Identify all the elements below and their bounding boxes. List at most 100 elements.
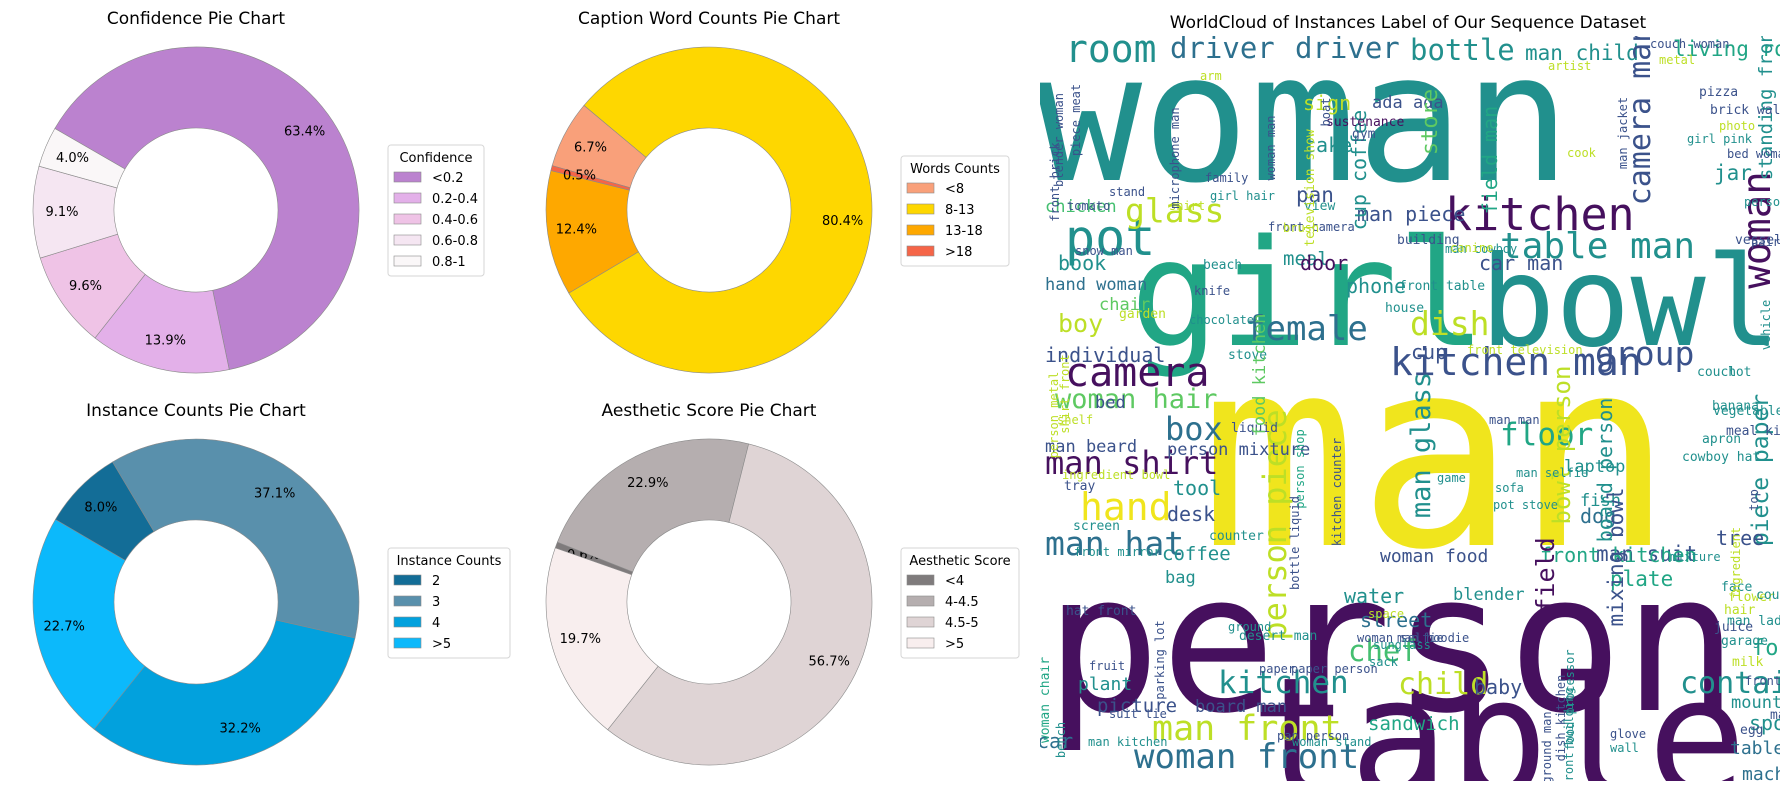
- wordcloud-word: man clad: [1770, 708, 1790, 723]
- legend-label: 4.5-5: [945, 616, 979, 631]
- wordcloud-word: machine: [1742, 764, 1790, 785]
- wordcloud-word: ingredient bowl: [1062, 468, 1170, 482]
- legend-swatch: [906, 224, 935, 236]
- pie-chart-title: Confidence Pie Chart: [107, 9, 286, 29]
- slice-percent-label: 12.4%: [556, 222, 597, 237]
- pie-chart-3: Instance Counts Pie Chart 8.0% 37.1% 32.2% 2…: [32, 401, 511, 766]
- wordcloud-word: pot stove: [1493, 498, 1558, 512]
- wordcloud-word: hand: [1080, 485, 1172, 529]
- wordcloud-word: canine: [1450, 241, 1493, 255]
- wordcloud-word: girl hair: [1210, 189, 1275, 203]
- wordcloud-word: pan person: [1277, 729, 1349, 743]
- wordcloud-word: stand: [1109, 185, 1145, 199]
- wordcloud-word: plate: [1610, 567, 1673, 591]
- wordcloud-word: food kitchen: [1250, 314, 1270, 437]
- legend-title: Words Counts: [910, 162, 1000, 177]
- legend-label: <8: [945, 182, 964, 197]
- wordcloud-word: jar: [1714, 161, 1752, 185]
- legend-label: >5: [432, 637, 451, 652]
- wordcloud-word: boat: [1319, 98, 1333, 127]
- wordcloud-word: cook: [1567, 146, 1597, 160]
- wordcloud-word: front brick: [1048, 141, 1062, 221]
- wordcloud-word: hand woman: [1045, 275, 1147, 295]
- wordcloud-word: couch: [1697, 365, 1736, 380]
- legend-swatch: [906, 595, 935, 607]
- wordcloud-word: woman chair: [1038, 657, 1053, 743]
- wordcloud-word: banana: [1712, 399, 1759, 414]
- wordcloud-word: book: [1058, 251, 1106, 275]
- legend-label: 0.8-1: [432, 255, 466, 270]
- wordcloud-word: shelf: [1057, 413, 1093, 427]
- wordcloud-word: parking lot: [1153, 620, 1167, 699]
- pie-chart-4: Aesthetic Score Pie Chart0.6%22.9%56.7%1…: [545, 401, 1020, 766]
- wordcloud-word: view: [1304, 199, 1335, 214]
- wordcloud-word: microphone man: [1168, 107, 1182, 208]
- wordcloud-word: man: [1200, 302, 1673, 607]
- wordcloud-title: WorldCloud of Instances Label of Our Seq…: [1170, 13, 1647, 33]
- slice-percent-label: 63.4%: [284, 125, 325, 140]
- wordcloud-word: couple: [1756, 588, 1790, 603]
- wordcloud-word: car man: [1479, 251, 1563, 275]
- wordcloud-word: vehicle: [1759, 300, 1773, 351]
- wordcloud-word: man piece: [1357, 202, 1465, 226]
- wordcloud-word: vegetable: [1713, 404, 1784, 419]
- wordcloud-word: building: [1397, 233, 1460, 248]
- wordcloud-word: food: [1752, 636, 1790, 661]
- wordcloud-word: liquid: [1231, 421, 1278, 436]
- wordcloud-word: board person: [1593, 398, 1617, 543]
- slice-percent-label: 19.7%: [560, 632, 601, 647]
- wordcloud-word: bowl person: [1548, 366, 1576, 525]
- wordcloud-word: shirt front: [1058, 354, 1072, 433]
- legend-swatch: [906, 203, 935, 215]
- wordcloud-word: artist: [1548, 59, 1591, 73]
- wordcloud-word: bottle liquid: [1288, 496, 1302, 590]
- wordcloud-word: front kitchen: [1540, 543, 1697, 567]
- wordcloud-word: person: [1045, 533, 1739, 756]
- legend-swatch: [393, 595, 422, 607]
- wordcloud-word: television show: [1303, 129, 1318, 247]
- pie-charts-group: Confidence Pie Chart 63.4% 13.9% 9.6% 9.1% 4.…: [32, 9, 1020, 766]
- wordcloud-word: ground: [1228, 620, 1271, 634]
- wordcloud-word: child: [1398, 667, 1488, 702]
- wordcloud-word: front table: [1399, 279, 1485, 294]
- wordcloud-word: field man: [1478, 106, 1502, 214]
- wordcloud-word: chocolate: [1189, 313, 1254, 327]
- slice-percent-label: 80.4%: [822, 214, 863, 229]
- pie-slice: [607, 443, 873, 766]
- wordcloud-word: background man: [1540, 711, 1554, 790]
- wordcloud-word: knife: [1194, 284, 1230, 298]
- wordcloud-word: man suit: [1596, 542, 1697, 566]
- legend-swatch: [393, 616, 422, 628]
- wordcloud-word: chef: [1348, 634, 1418, 668]
- wordcloud-word: table: [1250, 642, 1747, 790]
- wordcloud-word: water: [1344, 584, 1404, 608]
- wordcloud-word: bottle: [1410, 33, 1515, 67]
- slice-percent-label: 6.7%: [574, 140, 607, 155]
- wordcloud-word: kitchen counter: [1330, 438, 1344, 546]
- wordcloud-word: driver: [1170, 31, 1275, 65]
- pie-legend: Aesthetic Score <4 4-4.5 4.5-5 >5: [900, 547, 1020, 659]
- legend-swatch: [393, 171, 422, 183]
- wordcloud-word: stove: [1228, 348, 1267, 363]
- wordcloud-word: sustenance: [1326, 115, 1404, 130]
- wordcloud-word: man man: [1489, 413, 1540, 427]
- wordcloud-word: screen: [1073, 519, 1120, 534]
- wordcloud-word: pair: [1751, 235, 1780, 249]
- slice-percent-label: 22.7%: [44, 619, 85, 634]
- wordcloud-word: brick wall: [1710, 103, 1788, 118]
- wordcloud-word: food processor: [1563, 649, 1577, 750]
- wordcloud-word: car: [1037, 729, 1073, 753]
- wordcloud-word: man selfie: [1516, 466, 1588, 480]
- wordcloud-word: cake: [1304, 133, 1352, 157]
- wordcloud-word: man glass: [1406, 372, 1437, 518]
- legend-swatch: [393, 234, 422, 246]
- wordcloud-word: house: [1385, 301, 1424, 316]
- wordcloud-word: standing front: [1755, 20, 1777, 180]
- wordcloud-word: board man: [1195, 697, 1287, 717]
- wordcloud-word: garage: [1721, 634, 1768, 649]
- pie-chart-title: Caption Word Counts Pie Chart: [578, 9, 840, 29]
- wordcloud-word: sandwich: [1368, 713, 1460, 735]
- legend-label: 13-18: [945, 224, 983, 239]
- wordcloud-word: ingredient: [1729, 527, 1743, 599]
- wordcloud-word: woman selfie: [1357, 631, 1444, 645]
